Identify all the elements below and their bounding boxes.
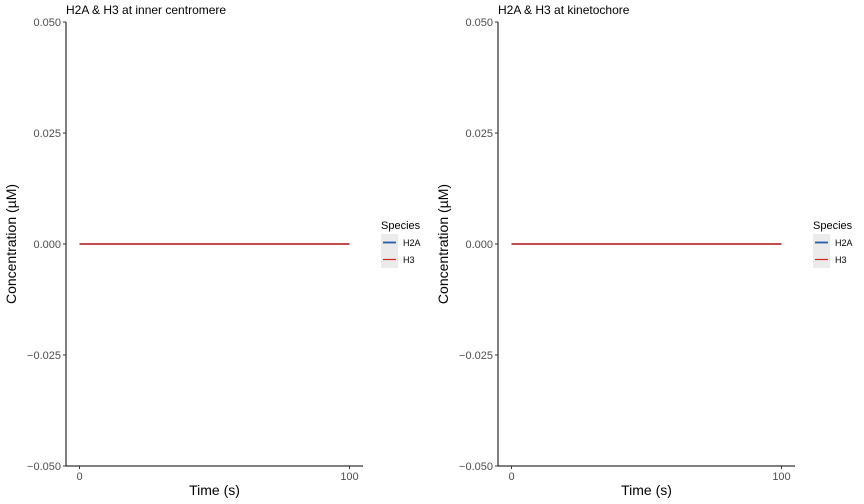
x-tick-label: 100 [772, 471, 790, 483]
legend-label: H3 [403, 255, 415, 265]
y-axis-label: Concentration (µM) [3, 184, 19, 304]
y-tick-label: −0.025 [459, 350, 493, 362]
chart-title: H2A & H3 at kinetochore [498, 3, 630, 17]
y-tick-label: −0.050 [27, 461, 61, 473]
y-tick-label: 0.000 [33, 239, 61, 251]
y-tick-label: 0.025 [33, 128, 61, 140]
y-tick-label: 0.025 [465, 128, 493, 140]
y-tick-label: 0.050 [465, 17, 493, 29]
legend-title: Species [813, 220, 853, 232]
y-tick-label: −0.025 [27, 350, 61, 362]
y-axis-label: Concentration (µM) [435, 184, 451, 304]
x-tick-label: 100 [340, 471, 358, 483]
legend-label: H2A [835, 238, 853, 248]
x-axis-label: Time (s) [189, 482, 240, 498]
chart-title: H2A & H3 at inner centromere [66, 3, 226, 17]
legend-title: Species [381, 220, 421, 232]
x-tick-label: 0 [76, 471, 82, 483]
chart-panel-2: H2A & H3 at kinetochore −0.050 −0.025 0.000… [435, 3, 853, 498]
y-tick-label: −0.050 [459, 461, 493, 473]
legend-label: H3 [835, 255, 847, 265]
x-axis-label: Time (s) [621, 482, 672, 498]
chart-panel-1: H2A & H3 at inner centromere −0.050 −0.025… [3, 3, 421, 498]
y-tick-label: 0.050 [33, 17, 61, 29]
x-tick-label: 0 [508, 471, 514, 483]
y-tick-label: 0.000 [465, 239, 493, 251]
legend-label: H2A [403, 238, 421, 248]
